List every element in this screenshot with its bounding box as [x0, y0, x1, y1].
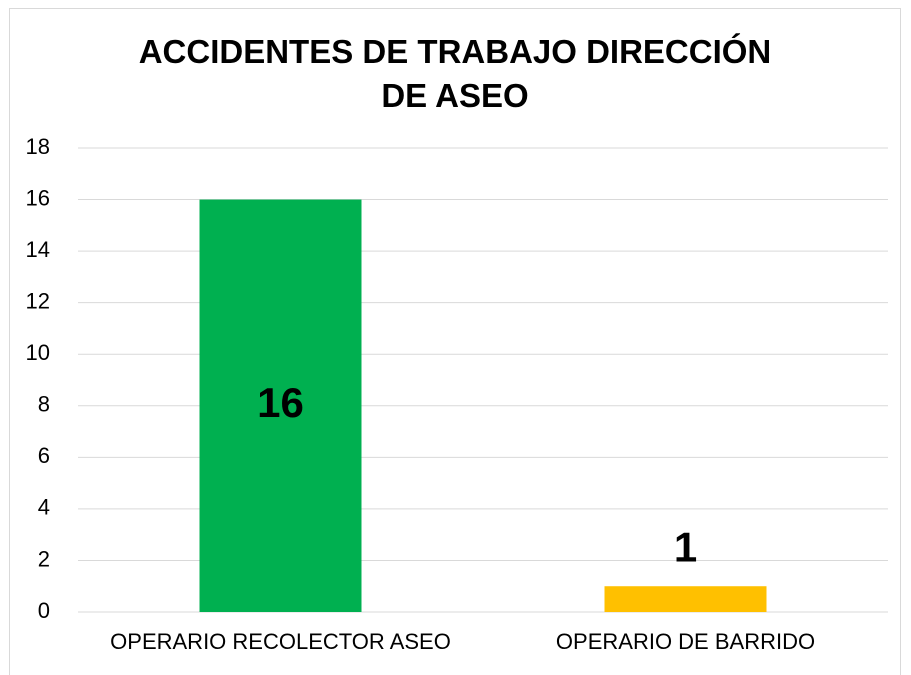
y-tick-label: 14 — [26, 237, 50, 262]
x-tick-label: OPERARIO RECOLECTOR ASEO — [110, 629, 451, 654]
y-tick-label: 8 — [38, 392, 50, 417]
y-tick-label: 4 — [38, 495, 50, 520]
y-tick-label: 0 — [38, 598, 50, 623]
y-tick-label: 18 — [26, 134, 50, 159]
y-tick-label: 6 — [38, 443, 50, 468]
bar — [604, 586, 767, 612]
data-label: 1 — [674, 523, 697, 570]
chart-title: ACCIDENTES DE TRABAJO DIRECCIÓN DE ASEO — [138, 33, 772, 114]
x-tick-label: OPERARIO DE BARRIDO — [556, 629, 815, 654]
y-tick-label: 10 — [26, 340, 50, 365]
y-tick-label: 2 — [38, 546, 50, 571]
chart-border — [9, 8, 901, 675]
y-tick-label: 16 — [26, 185, 50, 210]
data-label: 16 — [257, 379, 304, 426]
bar — [199, 199, 362, 613]
y-tick-label: 12 — [26, 288, 50, 313]
